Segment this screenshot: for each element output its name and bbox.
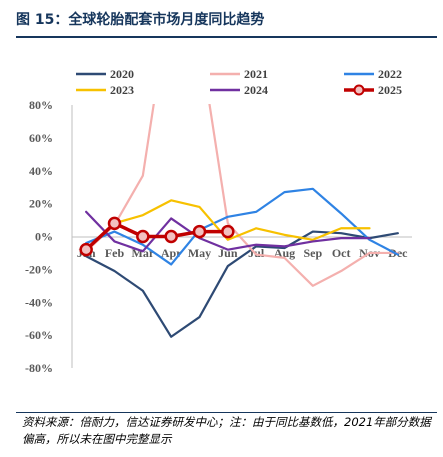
legend-label: 2024 (244, 83, 268, 97)
y-tick-label: 0% (35, 230, 53, 244)
data-point-2025 (164, 229, 178, 244)
x-tick-label: Feb (105, 246, 125, 260)
x-tick-label: Sep (303, 246, 322, 260)
series-line-2022 (85, 187, 399, 266)
title-divider (16, 36, 437, 38)
series-line-2021 (85, 104, 399, 287)
series-markers (79, 216, 235, 257)
series-line-2023 (113, 199, 371, 241)
y-tick-label: -80% (25, 361, 53, 375)
x-tick-label: Apr (161, 246, 182, 260)
y-axis-ticks: 80% 60% 40% 20% 0% -20% -40% -60% -80% (25, 98, 53, 375)
figure-title: 图 15：全球轮胎配套市场月度同比趋势 (16, 12, 265, 28)
line-chart: 2020 2021 2022 2023 2024 2025 80% 60% 40% 20% 0% -… (25, 67, 412, 375)
y-tick-label: 20% (29, 197, 53, 211)
y-tick-label: -20% (25, 262, 53, 276)
y-tick-label: 80% (29, 98, 53, 112)
x-tick-label: May (188, 246, 211, 260)
legend-marker (353, 84, 365, 96)
legend-label: 2022 (378, 67, 402, 81)
legend-label: 2023 (110, 83, 134, 97)
source-note: 资料来源：倍耐力，信达证券研发中心；注：由于同比基数低，2021年部分数据偏高，… (22, 415, 431, 446)
y-tick-label: -40% (25, 295, 53, 309)
data-point-2025 (192, 224, 207, 239)
series-lines (84, 104, 399, 338)
data-point-2025 (79, 242, 93, 257)
data-point-2025 (221, 224, 235, 239)
data-point-2025 (136, 229, 150, 244)
y-tick-label: -60% (25, 328, 53, 342)
series-line-2020 (85, 230, 399, 338)
legend-label: 2021 (244, 67, 268, 81)
legend-label: 2020 (110, 67, 134, 81)
series-line-2024 (85, 210, 371, 253)
legend-label: 2025 (378, 83, 402, 97)
data-point-2025 (107, 216, 122, 231)
chart-legend: 2020 2021 2022 2023 2024 2025 (76, 67, 402, 97)
source-divider (16, 412, 437, 413)
y-tick-label: 60% (29, 131, 53, 145)
y-tick-label: 40% (29, 164, 53, 178)
x-tick-label: Oct (332, 246, 351, 260)
